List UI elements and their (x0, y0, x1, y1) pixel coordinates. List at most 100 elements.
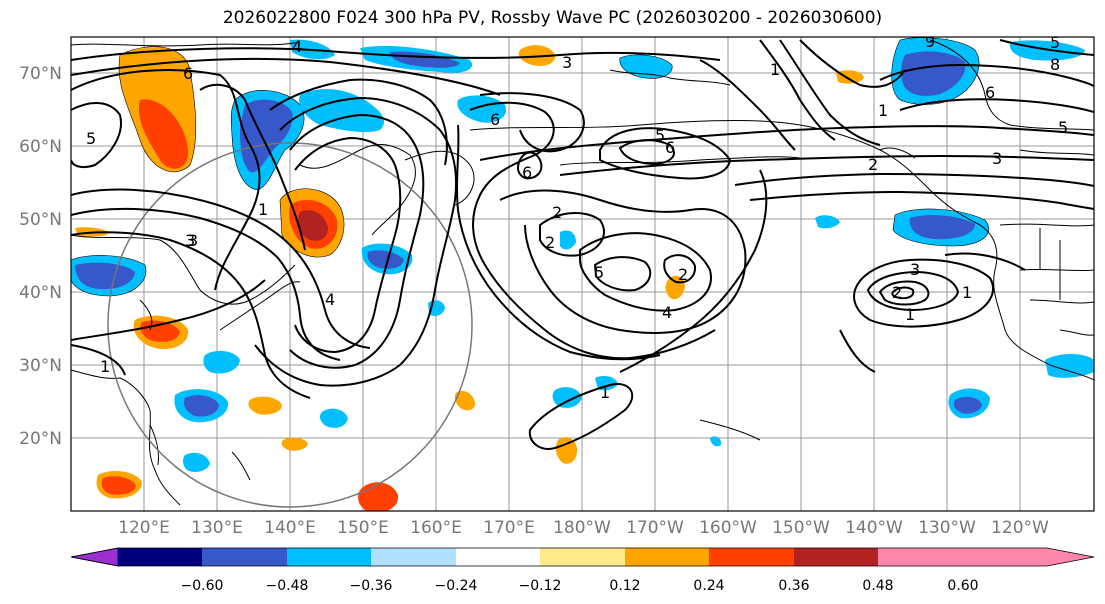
pv-contour (799, 39, 906, 88)
colorbar-segment (456, 548, 540, 566)
colorbar-segment (709, 548, 794, 566)
pv-contour (891, 286, 915, 300)
coastline (1059, 329, 1094, 336)
coastline (231, 451, 251, 481)
negative-anomaly (909, 215, 975, 240)
longitude-label: 140°W (845, 518, 903, 538)
pv-contour (499, 189, 747, 334)
pv-contour (289, 113, 425, 369)
longitude-label: 150°W (772, 518, 830, 538)
pv-contour (579, 232, 712, 312)
coastline (139, 299, 153, 331)
coastline (469, 119, 801, 131)
longitude-label: 150°E (337, 518, 389, 538)
pv-contour (944, 252, 1026, 271)
contour-label: 5 (86, 129, 96, 148)
contour-label: 1 (905, 305, 915, 324)
longitude-label: 160°W (699, 518, 757, 538)
longitude-label: 170°W (626, 518, 684, 538)
coastline (1019, 268, 1094, 272)
pv-contour (294, 136, 402, 354)
pv-contour (734, 172, 1094, 187)
pv-contour (71, 47, 721, 61)
pv-contour (899, 98, 1094, 113)
pv-contour (71, 231, 311, 399)
colorbar: −0.60 −0.48 −0.36 −0.24 −0.12 0.12 0.24 … (70, 547, 1095, 594)
positive-anomaly (555, 436, 578, 464)
negative-anomaly (182, 452, 210, 472)
contour-label: 3 (910, 260, 920, 279)
contour-label: 6 (985, 83, 995, 102)
latitude-label: 60°N (19, 137, 62, 157)
contour-label: 6 (183, 64, 193, 83)
coastline (149, 424, 159, 466)
coastline (699, 419, 761, 441)
colorbar-segment (625, 548, 709, 566)
coastline (299, 144, 416, 236)
negative-anomaly (901, 51, 966, 96)
pv-contour (559, 154, 1094, 176)
longitude-label: 160°E (410, 518, 462, 538)
positive-anomaly (836, 70, 864, 84)
contour-label: 2 (678, 265, 688, 284)
latitude-label: 40°N (19, 283, 62, 303)
longitude-axis: 120°E 130°E 140°E 150°E 160°E 170°E 180°… (118, 518, 1049, 538)
latitude-label: 50°N (19, 210, 62, 230)
pv-contours (71, 39, 1094, 450)
pv-contour (199, 83, 306, 251)
pv-contour (619, 169, 768, 373)
pv-contour (853, 258, 994, 328)
contour-label: 1 (878, 101, 888, 120)
pv-contour (999, 39, 1094, 56)
longitude-label: 130°W (918, 518, 976, 538)
colorbar-tick-label: −0.36 (350, 578, 393, 594)
pv-contour (456, 124, 661, 361)
map-title: 2026022800 F024 300 hPa PV, Rossby Wave … (222, 8, 883, 28)
colorbar-segment (202, 548, 287, 566)
pv-contour (479, 92, 585, 153)
positive-anomaly (281, 437, 308, 451)
contour-label: 4 (292, 37, 302, 56)
contour-label: 2 (892, 283, 902, 302)
pv-contour (71, 188, 371, 349)
contour-label: 3 (562, 53, 572, 72)
colorbar-tick-label: 0.48 (862, 578, 893, 594)
colorbar-segment (371, 548, 456, 566)
contour-label: 6 (522, 163, 532, 182)
positive-anomaly (454, 390, 476, 411)
pv-contour (528, 383, 634, 450)
longitude-label: 120°W (991, 518, 1049, 538)
contour-label: 3 (992, 149, 1002, 168)
contour-label: 5 (655, 126, 665, 145)
longitude-label: 170°E (483, 518, 535, 538)
colorbar-segment (287, 548, 371, 566)
colorbar-segment (118, 548, 202, 566)
contour-label: 3 (188, 231, 198, 250)
coastline (219, 281, 301, 331)
coastline (71, 234, 296, 305)
map-frame (70, 36, 1095, 512)
negative-anomaly (619, 54, 673, 79)
negative-anomaly (457, 95, 506, 123)
coastlines (71, 39, 1094, 506)
pv-contour (71, 69, 261, 291)
coastline (929, 39, 1094, 131)
contour-label: 1 (100, 357, 110, 376)
negative-anomaly (319, 408, 348, 428)
pv-contour (269, 78, 448, 166)
negative-anomaly (299, 88, 385, 133)
negative-anomaly (1045, 354, 1094, 378)
positive-anomaly (518, 45, 556, 66)
negative-anomaly (203, 350, 240, 374)
contour-label: 3 (185, 231, 195, 250)
colorbar-tick-label: −0.48 (266, 578, 309, 594)
longitude-label: 140°E (264, 518, 316, 538)
negative-anomaly (815, 215, 840, 229)
longitude-label: 130°E (191, 518, 243, 538)
pv-contour (71, 57, 501, 96)
positive-anomaly (101, 476, 136, 495)
colorbar-segment (878, 548, 963, 566)
pv-contour (254, 96, 458, 387)
colorbar-tick-label: 0.60 (947, 578, 978, 594)
